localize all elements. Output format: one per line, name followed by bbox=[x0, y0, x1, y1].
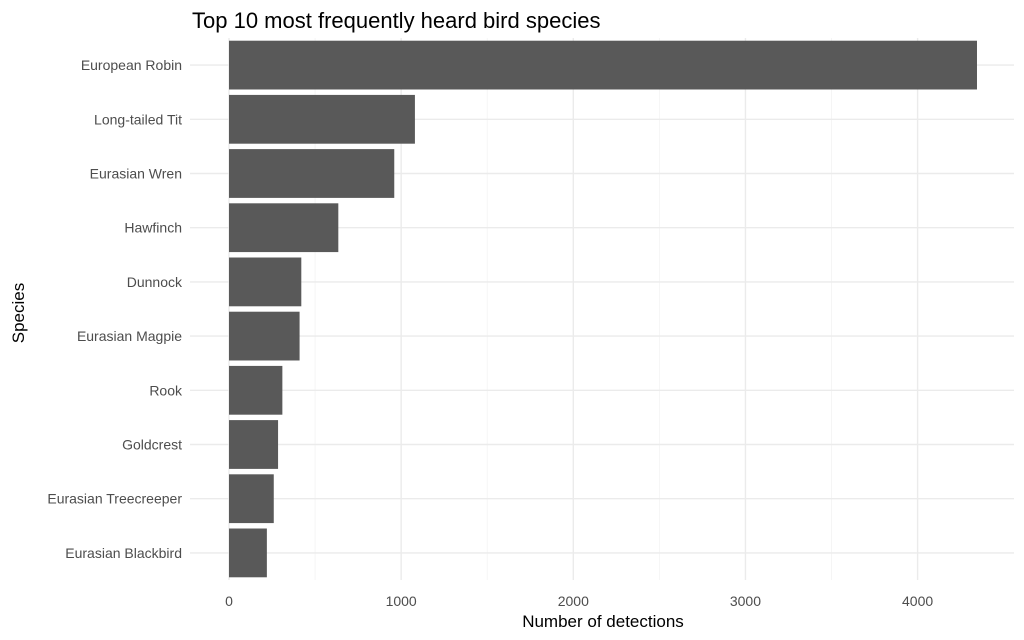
y-tick-label: Eurasian Wren bbox=[90, 166, 182, 182]
bar bbox=[229, 149, 395, 198]
chart-title: Top 10 most frequently heard bird specie… bbox=[192, 8, 600, 33]
y-tick-label: Rook bbox=[149, 382, 183, 398]
bar bbox=[229, 203, 339, 253]
y-tick-label: Goldcrest bbox=[122, 437, 182, 453]
y-tick-label: Long-tailed Tit bbox=[94, 111, 182, 127]
x-tick-label: 2000 bbox=[558, 593, 589, 609]
bar bbox=[229, 94, 415, 144]
bar bbox=[229, 420, 279, 469]
y-tick-label: European Robin bbox=[81, 57, 182, 73]
y-tick-label: Hawfinch bbox=[124, 220, 182, 236]
x-axis-title: Number of detections bbox=[522, 612, 684, 631]
bar bbox=[229, 311, 300, 361]
bar bbox=[229, 474, 274, 524]
bar bbox=[229, 40, 977, 90]
y-tick-label: Eurasian Blackbird bbox=[65, 545, 182, 561]
y-tick-label: Dunnock bbox=[127, 274, 183, 290]
x-tick-label: 3000 bbox=[730, 593, 761, 609]
y-axis-title: Species bbox=[9, 283, 28, 343]
bar bbox=[229, 257, 302, 307]
x-tick-label: 1000 bbox=[386, 593, 417, 609]
bars bbox=[229, 40, 977, 578]
x-tick-labels: 0 1000 2000 3000 4000 bbox=[225, 593, 933, 609]
bar bbox=[229, 365, 283, 415]
x-tick-label: 4000 bbox=[902, 593, 933, 609]
y-tick-label: Eurasian Treecreeper bbox=[47, 491, 182, 507]
y-tick-labels: European Robin Long-tailed Tit Eurasian Wr… bbox=[47, 57, 183, 561]
bar bbox=[229, 528, 267, 578]
x-tick-label: 0 bbox=[225, 593, 233, 609]
y-tick-label: Eurasian Magpie bbox=[77, 328, 182, 344]
